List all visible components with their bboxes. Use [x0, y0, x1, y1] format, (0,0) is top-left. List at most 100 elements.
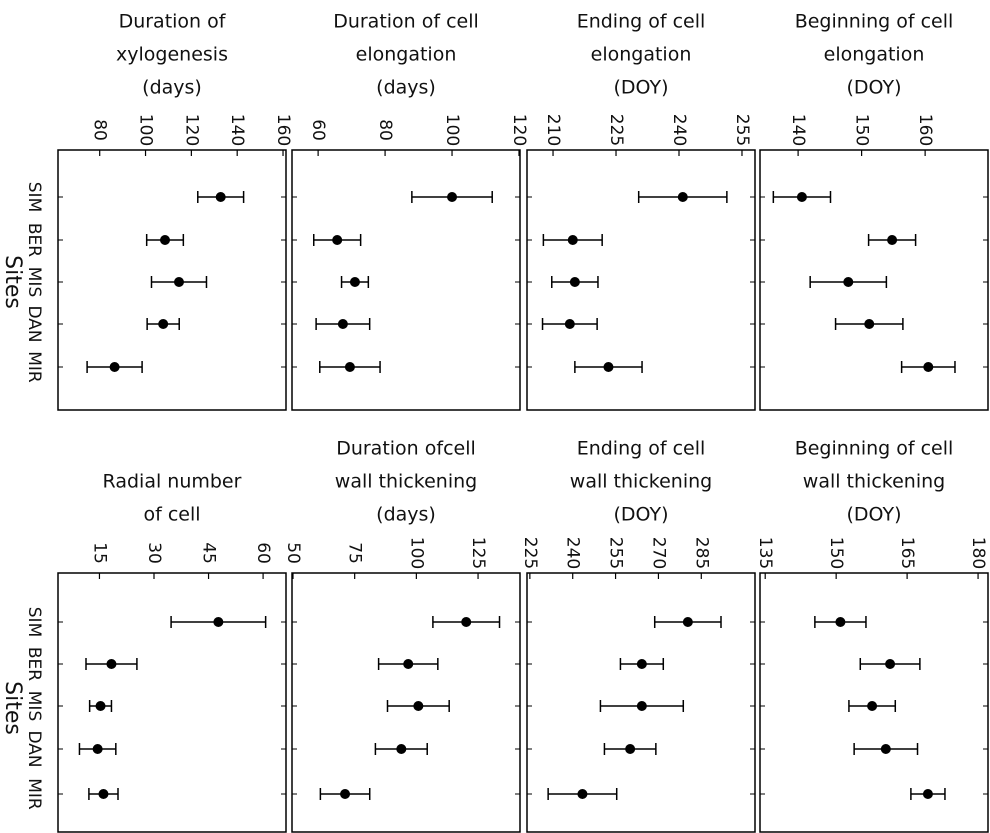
panel-title: xylogenesis [116, 44, 228, 66]
panel-title: Ending of cell [577, 11, 706, 33]
panel-title: of cell [143, 504, 200, 526]
data-point [447, 192, 458, 202]
y-axis-label: Sites [0, 681, 25, 735]
x-tick-label: 100 [136, 114, 156, 146]
data-point [922, 789, 933, 799]
x-tick-label: 50 [283, 542, 303, 564]
category-label: SIM [24, 182, 44, 212]
x-tick-label: 285 [691, 537, 711, 569]
plot-frame [526, 572, 756, 833]
x-tick-label: 225 [606, 114, 626, 146]
x-tick-label: 135 [755, 537, 775, 569]
x-tick-label: 225 [520, 537, 540, 569]
x-tick-label: 255 [732, 114, 752, 146]
panel-title: (DOY) [614, 77, 669, 99]
plot-frame [57, 572, 287, 833]
x-tick-label: 80 [375, 119, 395, 141]
x-tick-label: 80 [90, 119, 110, 141]
data-point [577, 789, 588, 799]
x-tick-label: 255 [606, 537, 626, 569]
data-point [106, 659, 117, 669]
data-point [864, 319, 875, 329]
panel-title: (DOY) [614, 504, 669, 526]
x-tick-label: 160 [915, 114, 935, 146]
panel-title: (days) [142, 77, 202, 99]
data-point [867, 701, 878, 711]
plot-frame [759, 149, 989, 411]
x-tick-label: 15 [89, 542, 109, 564]
x-tick-label: 30 [144, 542, 164, 564]
plot-frame [291, 572, 521, 833]
data-point [636, 701, 647, 711]
x-tick-label: 120 [509, 114, 529, 146]
data-point [215, 192, 226, 202]
data-point [92, 744, 103, 754]
category-label: MIS [24, 267, 44, 297]
panel-title: Ending of cell [577, 438, 706, 460]
panel-title: Duration of [119, 11, 227, 33]
data-point [332, 235, 343, 245]
data-point [396, 744, 407, 754]
data-point [173, 277, 184, 287]
data-point [413, 701, 424, 711]
data-point [603, 362, 614, 372]
x-tick-label: 120 [181, 114, 201, 146]
panel-title: Beginning of cell [795, 11, 954, 33]
x-tick-label: 240 [563, 537, 583, 569]
plot-frame [759, 572, 989, 833]
category-label: MIR [24, 778, 44, 810]
category-label: BER [24, 223, 44, 257]
data-point [337, 319, 348, 329]
data-point [682, 617, 693, 627]
panel-title: wall thickening [335, 471, 477, 493]
data-point [880, 744, 891, 754]
y-axis-label: Sites [0, 255, 25, 309]
category-label: MIR [24, 351, 44, 383]
x-tick-label: 100 [442, 114, 462, 146]
panel-title: (days) [376, 504, 436, 526]
x-tick-label: 180 [968, 537, 988, 569]
plot-frame [291, 149, 521, 411]
data-point [885, 659, 896, 669]
x-tick-label: 150 [852, 114, 872, 146]
data-point [636, 659, 647, 669]
panel-title: elongation [356, 44, 457, 66]
category-label: BER [24, 647, 44, 681]
plot-frame [57, 149, 287, 411]
x-tick-label: 125 [468, 537, 488, 569]
data-point [835, 617, 846, 627]
data-point [625, 744, 636, 754]
data-point [843, 277, 854, 287]
category-label: SIM [24, 607, 44, 637]
panel-title: elongation [824, 44, 925, 66]
panel-title: Duration ofcell [336, 438, 476, 460]
plot-frame [526, 149, 756, 411]
x-tick-label: 140 [788, 114, 808, 146]
data-point [95, 701, 106, 711]
data-point [98, 789, 109, 799]
x-tick-label: 165 [897, 537, 917, 569]
data-point [887, 235, 898, 245]
data-point [349, 277, 360, 287]
x-tick-label: 270 [648, 537, 668, 569]
data-point [796, 192, 807, 202]
panel-title: (days) [376, 77, 436, 99]
x-tick-label: 100 [406, 537, 426, 569]
data-point [340, 789, 351, 799]
category-label: MIS [24, 691, 44, 721]
x-tick-label: 240 [669, 114, 689, 146]
panel-title: (DOY) [847, 504, 902, 526]
x-tick-label: 210 [543, 114, 563, 146]
data-point [158, 319, 169, 329]
data-point [109, 362, 120, 372]
data-point [923, 362, 934, 372]
x-tick-label: 150 [826, 537, 846, 569]
data-point [160, 235, 171, 245]
data-point [213, 617, 224, 627]
panel-title: (DOY) [847, 77, 902, 99]
data-point [564, 319, 575, 329]
x-tick-label: 75 [345, 542, 365, 564]
panel-title: Beginning of cell [795, 438, 954, 460]
data-point [461, 617, 472, 627]
